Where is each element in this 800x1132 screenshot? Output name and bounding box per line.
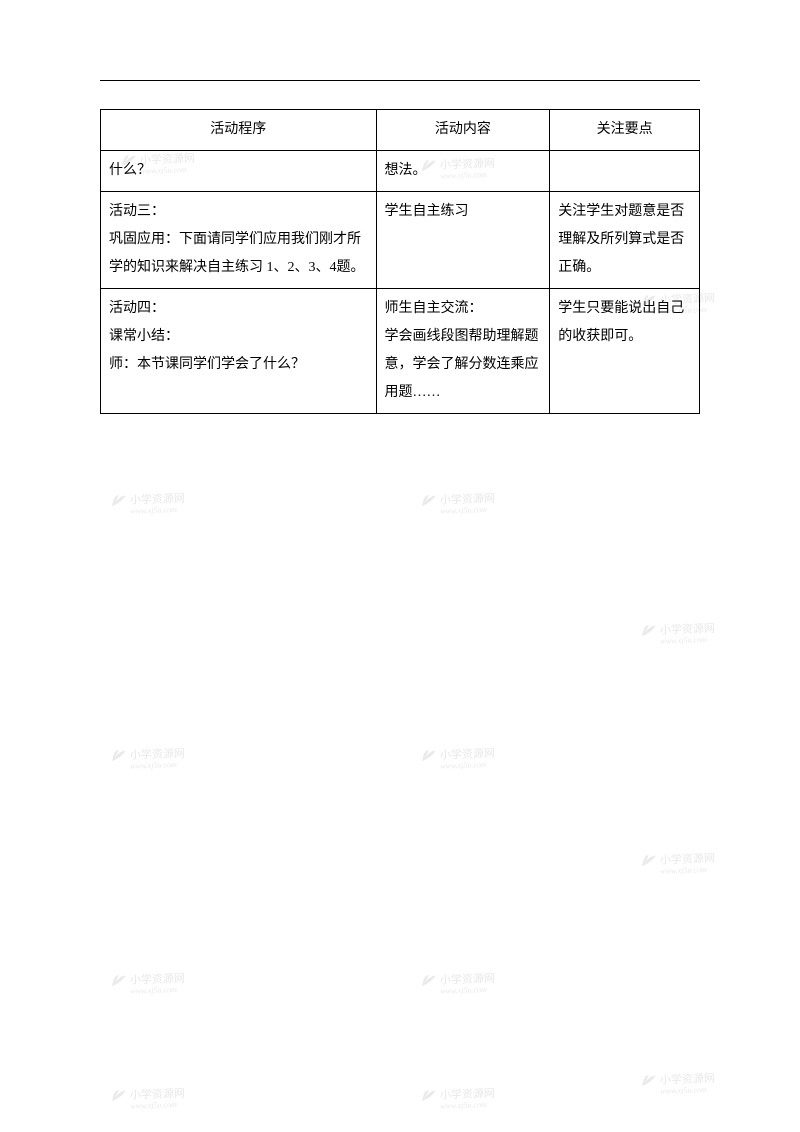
watermark-logo: 小学资源网www.xj5u.com xyxy=(110,489,186,517)
watermark-logo: 小学资源网www.xj5u.com xyxy=(110,969,186,997)
watermark-logo: 小学资源网www.xj5u.com xyxy=(110,1084,186,1112)
table-row: 活动三：巩固应用：下面请同学们应用我们刚才所学的知识来解决自主练习 1、2、3、… xyxy=(101,192,700,289)
table-body: 什么？ 想法。 活动三：巩固应用：下面请同学们应用我们刚才所学的知识来解决自主练… xyxy=(101,151,700,414)
header-rule-line xyxy=(100,80,700,81)
watermark-logo: 小学资源网www.xj5u.com xyxy=(640,849,716,877)
cell-focus xyxy=(550,151,700,192)
cell-focus: 关注学生对题意是否理解及所列算式是否正确。 xyxy=(550,192,700,289)
cell-content: 想法。 xyxy=(376,151,550,192)
watermark-logo: 小学资源网www.xj5u.com xyxy=(640,619,716,647)
cell-procedure: 什么？ xyxy=(101,151,377,192)
header-content: 活动内容 xyxy=(376,110,550,151)
watermark-logo: 小学资源网www.xj5u.com xyxy=(420,969,496,997)
watermark-logo: 小学资源网www.xj5u.com xyxy=(640,1069,716,1097)
cell-focus: 学生只要能说出自己的收获即可。 xyxy=(550,289,700,414)
cell-content: 师生自主交流：学会画线段图帮助理解题意，学会了解分数连乘应用题…… xyxy=(376,289,550,414)
cell-procedure: 活动四：课常小结：师：本节课同学们学会了什么？ xyxy=(101,289,377,414)
table-header-row: 活动程序 活动内容 关注要点 xyxy=(101,110,700,151)
watermark-logo: 小学资源网www.xj5u.com xyxy=(110,744,186,772)
watermark-logo: 小学资源网www.xj5u.com xyxy=(420,1084,496,1112)
header-procedure: 活动程序 xyxy=(101,110,377,151)
table-row: 活动四：课常小结：师：本节课同学们学会了什么？ 师生自主交流：学会画线段图帮助理… xyxy=(101,289,700,414)
header-focus: 关注要点 xyxy=(550,110,700,151)
cell-procedure: 活动三：巩固应用：下面请同学们应用我们刚才所学的知识来解决自主练习 1、2、3、… xyxy=(101,192,377,289)
cell-content: 学生自主练习 xyxy=(376,192,550,289)
table-row: 什么？ 想法。 xyxy=(101,151,700,192)
watermark-logo: 小学资源网www.xj5u.com xyxy=(420,489,496,517)
watermark-logo: 小学资源网www.xj5u.com xyxy=(420,744,496,772)
lesson-plan-table: 活动程序 活动内容 关注要点 什么？ 想法。 活动三：巩固应用：下面请同学们应用… xyxy=(100,109,700,414)
